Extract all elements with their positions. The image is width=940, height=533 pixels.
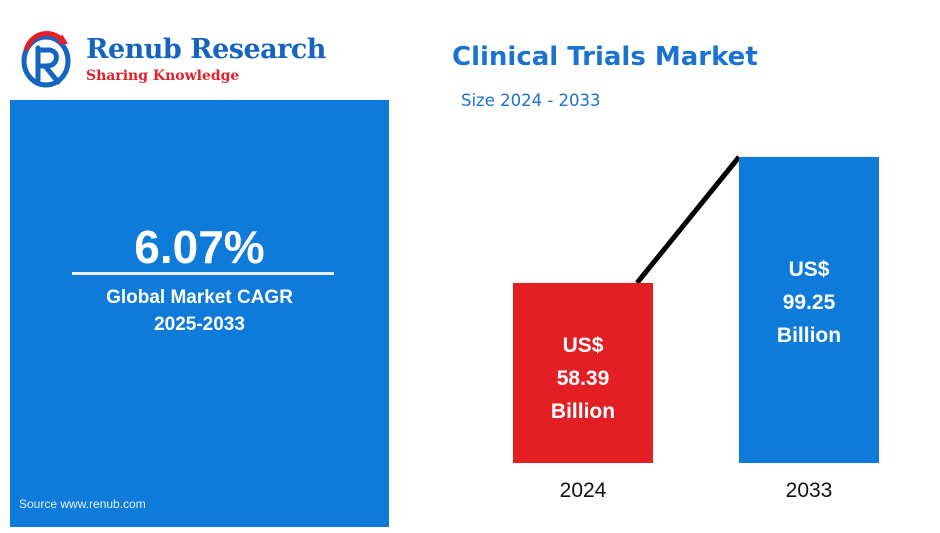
chart-title: Clinical Trials Market (452, 42, 758, 72)
cagr-label-line1: Global Market CAGR (106, 287, 293, 308)
bar-chart: US$ 58.39 Billion US$ 99.25 Billion 2024 2033 (480, 140, 920, 520)
cagr-value: 6.07% (134, 221, 265, 273)
renub-logo: Renub Research Sharing Knowledge (18, 28, 326, 92)
chart-subtitle: Size 2024 - 2033 (461, 91, 601, 110)
data-label-line: Billion (776, 323, 842, 347)
data-label-2024: US$ 58.39 Billion (513, 329, 653, 428)
x-tick-label-2024: 2024 (559, 479, 607, 502)
cagr-label-line2: 2025-2033 (154, 314, 245, 335)
brand-tagline: Sharing Knowledge (86, 68, 240, 84)
data-label-line: 99.25 (782, 290, 836, 314)
data-label-2033: US$ 99.25 Billion (739, 253, 879, 352)
x-tick-label-2033: 2033 (785, 479, 833, 502)
data-label-line: US$ (562, 334, 604, 358)
renub-logo-icon (21, 31, 71, 88)
bar-2033 (739, 157, 879, 463)
data-label-line: US$ (788, 257, 830, 281)
brand-name: Renub Research (86, 34, 326, 65)
cagr-divider (72, 272, 334, 275)
data-label-line: 58.39 (556, 367, 610, 391)
data-label-line: Billion (550, 400, 616, 424)
connector-line (635, 155, 741, 285)
cagr-panel: 6.07% Global Market CAGR 2025-2033 Sourc… (10, 100, 389, 527)
source-note: Source www.renub.com (19, 497, 146, 511)
cagr-label: Global Market CAGR 2025-2033 (10, 284, 389, 338)
bar-2024 (513, 282, 653, 463)
chart-canvas (513, 155, 879, 463)
